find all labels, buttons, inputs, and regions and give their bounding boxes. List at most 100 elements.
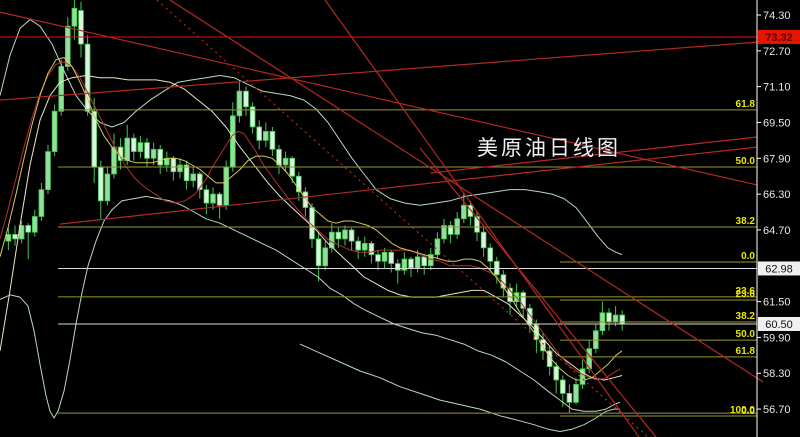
- axis-label: 72.70: [763, 46, 791, 58]
- current-price-box: [758, 261, 800, 276]
- gentle-downtrend[interactable]: [0, 11, 758, 186]
- candle-body: [84, 43, 91, 112]
- fib-large-label-61.8: 61.8: [736, 99, 756, 110]
- candle-body: [150, 148, 157, 159]
- candle-body: [342, 229, 348, 240]
- candle-body: [38, 189, 45, 217]
- candle-body: [474, 216, 480, 233]
- candle-body: [216, 193, 223, 206]
- candle-body: [124, 137, 131, 161]
- fib-large-label-0.0: 0.0: [741, 406, 755, 417]
- candle-body: [460, 204, 467, 220]
- candle-body: [467, 204, 474, 217]
- candle-body: [507, 287, 513, 302]
- candle-body: [25, 225, 31, 233]
- candle-body: [520, 292, 526, 309]
- axis-label: 59.90: [763, 332, 791, 344]
- candle-body: [573, 384, 579, 403]
- candle-body: [12, 234, 18, 240]
- candle-body: [480, 231, 487, 249]
- candle-body: [441, 225, 447, 240]
- candle-body: [375, 254, 381, 262]
- candle-body: [196, 173, 203, 191]
- candle-body: [51, 110, 58, 152]
- candle-body: [566, 392, 573, 403]
- rising-support-2[interactable]: [429, 136, 758, 174]
- alert-price-box: [758, 29, 800, 44]
- downtrend-dotted[interactable]: [156, 0, 649, 437]
- price-box-label: 60.50: [765, 319, 793, 331]
- candle-body: [302, 191, 309, 208]
- candle-body: [45, 151, 51, 191]
- candle-body: [546, 350, 553, 367]
- axis-label: 61.50: [763, 297, 791, 309]
- candle-body: [111, 146, 117, 175]
- candle-body: [157, 148, 164, 166]
- ma-yellow: [0, 57, 623, 381]
- axis-label: 67.90: [763, 153, 791, 165]
- candle-body: [335, 231, 342, 240]
- candle-body: [269, 131, 276, 150]
- chart-title: 美原油日线图: [477, 136, 621, 160]
- axis-label: 64.70: [763, 225, 791, 237]
- candle-body: [560, 379, 566, 394]
- fib-large-label-23.6: 23.6: [736, 286, 756, 297]
- candle-body: [249, 106, 256, 128]
- axis-label: 69.50: [763, 117, 791, 129]
- axis-label: 58.30: [763, 368, 791, 380]
- candle-body: [282, 157, 289, 166]
- candle-body: [130, 137, 137, 152]
- candle-body: [65, 25, 71, 67]
- candle-body: [322, 247, 328, 267]
- candle-body: [348, 229, 355, 242]
- candle-body: [361, 242, 368, 251]
- candle-body: [262, 131, 269, 141]
- candle-body: [527, 307, 533, 325]
- candle-body: [243, 90, 249, 108]
- candle-body: [414, 256, 421, 269]
- candle-body: [98, 166, 104, 202]
- fib-small-label-50.0: 50.0: [736, 329, 756, 340]
- candle-body: [170, 157, 177, 173]
- candle-body: [236, 90, 243, 117]
- band-lower-outer: [299, 343, 620, 432]
- ma-red: [0, 61, 621, 381]
- candle-body: [553, 366, 559, 381]
- candle-body: [229, 115, 236, 168]
- candle-body: [5, 234, 12, 242]
- rising-channel-upper[interactable]: [0, 41, 758, 101]
- candle-body: [295, 175, 302, 193]
- downtrend-steep-2[interactable]: [419, 147, 657, 437]
- fib-large-label-50.0: 50.0: [736, 156, 756, 167]
- axis-label: 56.70: [763, 404, 791, 416]
- fib-small-label-61.8: 61.8: [736, 346, 756, 357]
- axis-label: 71.10: [763, 82, 791, 94]
- fib-large-label-38.2: 38.2: [736, 216, 756, 227]
- downtrend-steep-1[interactable]: [324, 0, 640, 437]
- candle-body: [579, 368, 586, 385]
- downtrend-main[interactable]: [169, 0, 764, 383]
- candle-body: [183, 164, 190, 182]
- candle-body: [58, 66, 64, 112]
- fib-small-label-100.0: 100.0: [730, 405, 755, 416]
- candle-body: [137, 142, 144, 152]
- candle-body: [144, 142, 150, 159]
- candle-body: [256, 126, 262, 141]
- fib-small-label-23.6: 23.6: [736, 289, 756, 300]
- candle-body: [203, 189, 210, 204]
- candle-body: [434, 238, 441, 255]
- candle-body: [190, 173, 197, 182]
- candle-body: [78, 10, 84, 45]
- axis-label: 66.30: [763, 189, 791, 201]
- candle-body: [104, 173, 111, 202]
- candle-body: [619, 314, 625, 325]
- current-price-box: [758, 316, 800, 331]
- candle-body: [421, 256, 427, 267]
- candle-body: [487, 247, 493, 262]
- candle-body: [368, 242, 375, 255]
- rising-support[interactable]: [59, 146, 758, 225]
- price-box-label: 62.98: [765, 263, 793, 275]
